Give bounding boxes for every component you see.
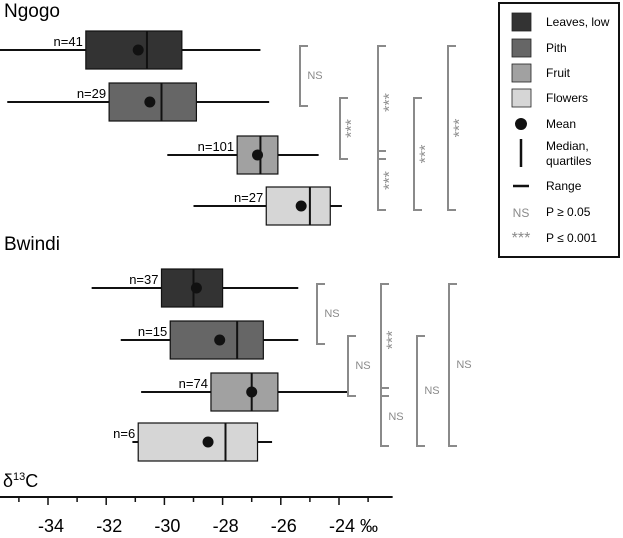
x-axis-label: δ13C <box>3 471 38 491</box>
x-tick-label: -34 <box>38 516 64 533</box>
sig-bracket-bwindi-4 <box>416 335 425 447</box>
sig-label-ngogo-5: *** <box>452 119 469 138</box>
legend-swatch <box>511 38 532 58</box>
sig-label-ngogo-0: NS <box>307 70 322 82</box>
n-label-bwindi-2: n=74 <box>179 376 208 391</box>
sig-bracket-ngogo-2 <box>377 45 386 160</box>
legend-label: Leaves, low <box>546 15 610 29</box>
legend-label: Fruit <box>546 66 571 80</box>
legend-label: P ≥ 0.05 <box>546 205 591 219</box>
sig-label-ngogo-3: *** <box>382 171 399 190</box>
x-axis-label-superscript: 13 <box>13 471 25 483</box>
x-tick-label: -26 <box>271 516 297 533</box>
n-label-ngogo-0: n=41 <box>54 34 83 49</box>
sig-label-bwindi-0: NS <box>324 308 339 320</box>
iqr-box-bwindi-2 <box>210 372 279 412</box>
legend-label: P ≤ 0.001 <box>546 231 597 245</box>
sig-label-bwindi-5: NS <box>456 359 471 371</box>
mean-dot-ngogo-0 <box>132 44 144 56</box>
x-axis-label-suffix: C <box>25 471 38 491</box>
legend-mean-dot <box>515 118 527 130</box>
n-label-ngogo-2: n=101 <box>198 139 235 154</box>
mean-dot-ngogo-1 <box>144 96 156 108</box>
site-title-ngogo: Ngogo <box>4 1 60 22</box>
sig-bracket-bwindi-2 <box>380 283 389 397</box>
legend-label: Range <box>546 179 582 193</box>
mean-dot-bwindi-1 <box>214 334 226 346</box>
sig-bracket-bwindi-3 <box>380 387 389 447</box>
x-tick-label: -24 ‰ <box>329 516 378 533</box>
sig-bracket-ngogo-4 <box>413 97 422 211</box>
sig-label-ngogo-4: *** <box>418 145 435 164</box>
n-label-bwindi-1: n=15 <box>138 324 167 339</box>
mean-dot-bwindi-0 <box>190 282 202 294</box>
sig-bracket-bwindi-1 <box>347 335 356 397</box>
n-label-bwindi-3: n=6 <box>113 426 135 441</box>
legend-label: quartiles <box>546 154 591 168</box>
sig-bracket-bwindi-0 <box>316 283 325 345</box>
legend-label: Flowers <box>546 91 588 105</box>
legend-symbol: *** <box>512 230 531 247</box>
mean-dot-bwindi-3 <box>202 436 214 448</box>
n-label-bwindi-0: n=37 <box>129 272 158 287</box>
legend-swatch <box>511 88 532 108</box>
n-label-ngogo-3: n=27 <box>234 190 263 205</box>
x-axis-label-symbol: δ <box>3 471 13 491</box>
sig-label-bwindi-2: *** <box>385 331 402 350</box>
mean-dot-bwindi-2 <box>246 386 258 398</box>
legend-swatch <box>511 63 532 83</box>
sig-bracket-ngogo-3 <box>377 150 386 211</box>
sig-label-bwindi-4: NS <box>424 385 439 397</box>
iqr-box-bwindi-3 <box>137 422 259 462</box>
sig-label-ngogo-2: *** <box>382 93 399 112</box>
site-title-bwindi: Bwindi <box>4 234 60 255</box>
n-label-ngogo-1: n=29 <box>77 86 106 101</box>
legend-swatch <box>511 12 532 32</box>
sig-bracket-bwindi-5 <box>448 283 457 447</box>
sig-bracket-ngogo-1 <box>339 97 348 160</box>
sig-label-bwindi-1: NS <box>355 360 370 372</box>
legend-label: Pith <box>546 41 567 55</box>
sig-bracket-ngogo-5 <box>447 45 456 211</box>
legend-label: Mean <box>546 117 576 131</box>
mean-dot-ngogo-2 <box>252 149 264 161</box>
legend-symbol: NS <box>513 206 530 220</box>
x-tick-label: -28 <box>213 516 239 533</box>
sig-bracket-ngogo-0 <box>299 45 308 107</box>
sig-label-ngogo-1: *** <box>344 119 361 138</box>
x-tick-label: -32 <box>96 516 122 533</box>
mean-dot-ngogo-3 <box>295 200 307 212</box>
sig-label-bwindi-3: NS <box>388 411 403 423</box>
legend-label: Median, <box>546 139 589 153</box>
x-tick-label: -30 <box>154 516 180 533</box>
